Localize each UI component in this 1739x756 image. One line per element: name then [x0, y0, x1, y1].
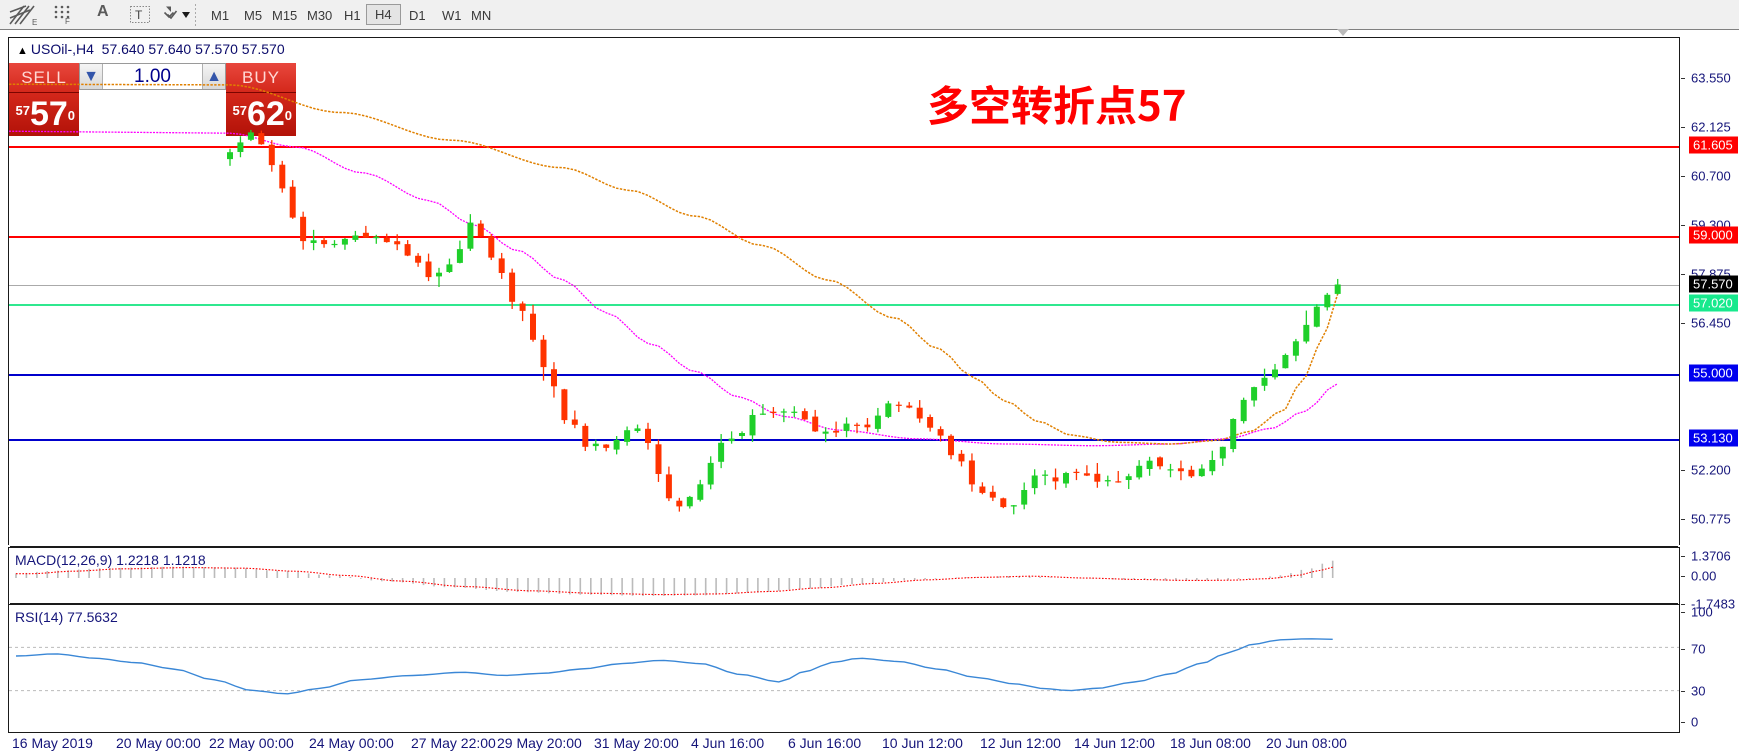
svg-text:F: F — [65, 17, 70, 25]
svg-text:T: T — [135, 8, 143, 22]
svg-text:E: E — [32, 18, 37, 26]
